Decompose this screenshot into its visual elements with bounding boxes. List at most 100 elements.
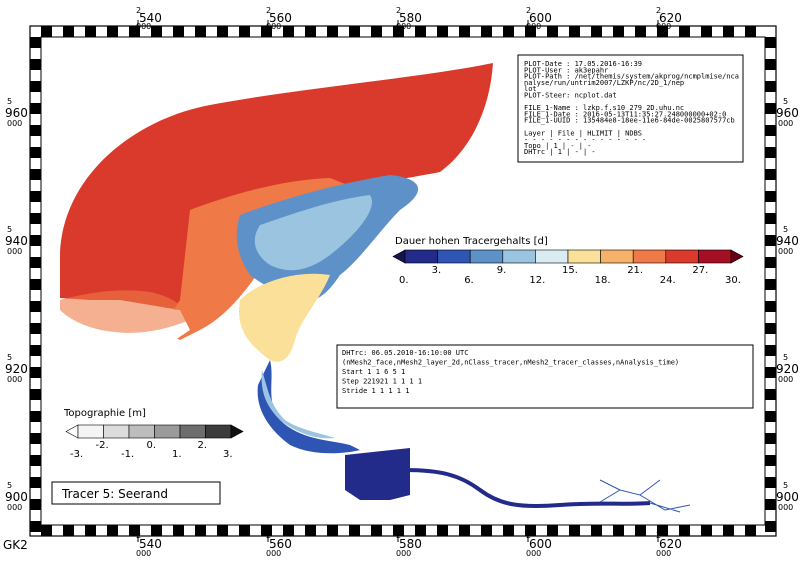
border-cell [371, 26, 382, 37]
frame-label: GK2 [3, 538, 28, 552]
y-tick-major: 5 [7, 481, 12, 490]
border-cell [765, 213, 776, 224]
border-cell [613, 525, 624, 536]
border-cell [765, 345, 776, 356]
border-cell [239, 525, 250, 536]
border-cell [765, 235, 776, 246]
y-tick-label: 960 [776, 106, 799, 120]
border-cell [765, 521, 776, 532]
border-cell [151, 525, 162, 536]
topo-legend-label: 1. [172, 449, 182, 460]
border-cell [30, 59, 41, 70]
x-tick-major: 2 [526, 531, 531, 540]
border-cell [765, 257, 776, 268]
info-line: DHTrc | 1 | - | - [524, 148, 596, 156]
border-cell [393, 26, 404, 37]
border-cell [173, 525, 184, 536]
border-cell [765, 389, 776, 400]
border-cell [305, 26, 316, 37]
x-tick-label: 540 [139, 537, 162, 551]
info-line: Topo | 1 | - | - [524, 142, 591, 150]
x-tick-major: 2 [656, 531, 661, 540]
tracer-legend-swatch [698, 249, 732, 264]
info-line: PLOT-Path : /net/themis/system/akprog/nc… [524, 73, 739, 81]
border-cell [63, 525, 74, 536]
border-cell [701, 525, 712, 536]
info-line: lot [524, 85, 537, 93]
tracer-legend-swatch [665, 249, 699, 264]
border-cell [547, 26, 558, 37]
y-tick-label: 940 [5, 234, 28, 248]
border-cell [765, 301, 776, 312]
y-tick-major: 5 [783, 97, 788, 106]
topo-legend-label: 0. [147, 440, 157, 451]
border-cell [657, 525, 668, 536]
x-tick-sub: 000 [656, 22, 671, 31]
x-tick-sub: 000 [266, 549, 281, 558]
topo-legend-swatch [154, 424, 181, 439]
border-cell [195, 525, 206, 536]
y-tick-sub: 000 [7, 503, 22, 512]
border-cell [129, 525, 140, 536]
coastal-light [254, 195, 372, 271]
river-branches [599, 479, 691, 513]
border-cell [415, 525, 426, 536]
border-cell [217, 26, 228, 37]
border-cell [547, 525, 558, 536]
x-tick-major: 2 [136, 531, 141, 540]
border-cell [41, 525, 52, 536]
tracer-legend-label: 9. [497, 265, 507, 276]
tracer-legend-label: 12. [529, 275, 545, 286]
border-cell [129, 26, 140, 37]
tracer-legend-swatch [502, 249, 536, 264]
info-line: PLOT-User : ak3epahr [524, 66, 608, 74]
x-tick-sub: 000 [266, 22, 281, 31]
border-cell [635, 26, 646, 37]
topo-legend-swatch [205, 424, 232, 439]
x-tick-label: 580 [399, 537, 422, 551]
x-tick-major: 2 [396, 531, 401, 540]
y-tick-label: 960 [5, 106, 28, 120]
border-cell [283, 26, 294, 37]
border-cell [525, 26, 536, 37]
topo-legend-label: 3. [223, 449, 233, 460]
x-tick-major: 2 [526, 6, 531, 15]
border-cell [30, 191, 41, 202]
border-cell [30, 103, 41, 114]
border-cell [30, 169, 41, 180]
y-tick-major: 5 [783, 225, 788, 234]
border-cell [30, 279, 41, 290]
border-cell [30, 301, 41, 312]
border-cell [657, 26, 668, 37]
info-line: Layer | File | HLIMIT | NDBS [524, 129, 642, 137]
tracer-legend-label: 27. [692, 265, 708, 276]
x-tick-sub: 000 [526, 549, 541, 558]
topo-legend-label: 2. [198, 440, 208, 451]
y-tick-sub: 000 [7, 247, 22, 256]
border-cell [745, 26, 756, 37]
border-cell [765, 411, 776, 422]
legend-arrow-high [230, 424, 244, 439]
tracer-legend-swatch [469, 249, 504, 264]
border-cell [679, 26, 690, 37]
y-tick-label: 920 [5, 362, 28, 376]
border-cell [30, 389, 41, 400]
topo-legend-label: -3. [70, 449, 83, 460]
border-cell [305, 525, 316, 536]
border-cell [261, 26, 272, 37]
border-cell [613, 26, 624, 37]
data-line: Step 221921 1 1 1 1 [342, 378, 422, 386]
border-cell [765, 191, 776, 202]
border-cell [765, 499, 776, 510]
border-cell [723, 26, 734, 37]
x-tick-sub: 000 [396, 22, 411, 31]
border-cell [30, 411, 41, 422]
y-tick-sub: 000 [778, 247, 793, 256]
x-tick-label: 600 [529, 537, 552, 551]
border-cell [107, 26, 118, 37]
border-cell [701, 26, 712, 37]
topo-legend-swatch [103, 424, 130, 439]
